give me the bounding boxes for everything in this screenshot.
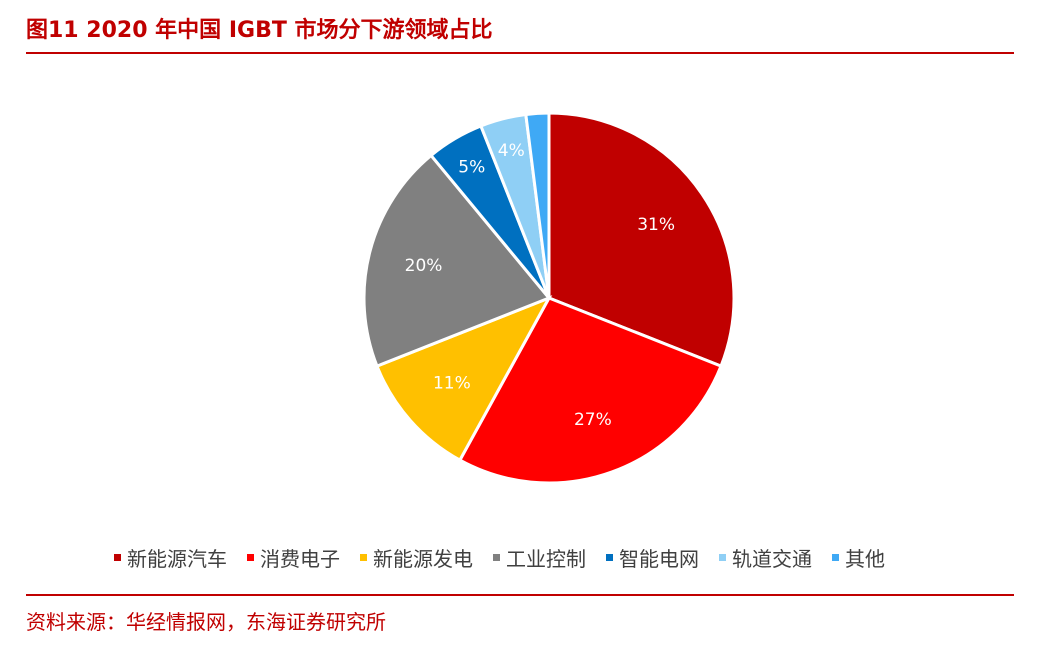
pie-slice-6	[524, 111, 551, 299]
legend-label-0: 新能源汽车	[127, 547, 227, 571]
legend-swatch-6	[832, 554, 839, 561]
pie-slice-2	[375, 295, 553, 463]
pie-slice-0	[547, 111, 736, 369]
legend-item-2: 新能源发电	[360, 543, 473, 572]
pie-chart: 31% 27% 11% 20% 5% 4%	[362, 111, 736, 485]
legend-swatch-3	[493, 554, 500, 561]
source-divider	[26, 594, 1014, 596]
pie-slice-3	[362, 153, 552, 369]
legend-item-4: 智能电网	[606, 543, 699, 572]
pie-data-label-1: 27%	[574, 410, 612, 430]
legend-swatch-2	[360, 554, 367, 561]
legend-label-5: 轨道交通	[732, 547, 812, 571]
legend-swatch-1	[247, 554, 254, 561]
pie-data-label-4: 5%	[458, 157, 485, 177]
legend-swatch-5	[719, 554, 726, 561]
chart-legend: 新能源汽车 消费电子 新能源发电 工业控制 智能电网 轨道交通 其他	[114, 543, 1004, 572]
source-note: 资料来源：华经情报网，东海证券研究所	[26, 610, 386, 634]
legend-item-6: 其他	[832, 543, 885, 572]
legend-label-4: 智能电网	[619, 547, 699, 571]
legend-label-3: 工业控制	[506, 547, 586, 571]
legend-label-2: 新能源发电	[373, 547, 473, 571]
legend-item-1: 消费电子	[247, 543, 340, 572]
legend-label-6: 其他	[845, 547, 885, 571]
legend-item-0: 新能源汽车	[114, 543, 227, 572]
legend-item-3: 工业控制	[493, 543, 586, 572]
legend-label-1: 消费电子	[260, 547, 340, 571]
pie-data-label-3: 20%	[405, 256, 443, 276]
pie-data-label-5: 4%	[498, 141, 525, 161]
title-divider	[26, 52, 1014, 54]
legend-swatch-4	[606, 554, 613, 561]
pie-data-label-2: 11%	[433, 374, 471, 394]
legend-swatch-0	[114, 554, 121, 561]
legend-item-5: 轨道交通	[719, 543, 812, 572]
pie-data-label-0: 31%	[637, 215, 675, 235]
figure-title: 图11 2020 年中国 IGBT 市场分下游领域占比	[26, 18, 493, 43]
